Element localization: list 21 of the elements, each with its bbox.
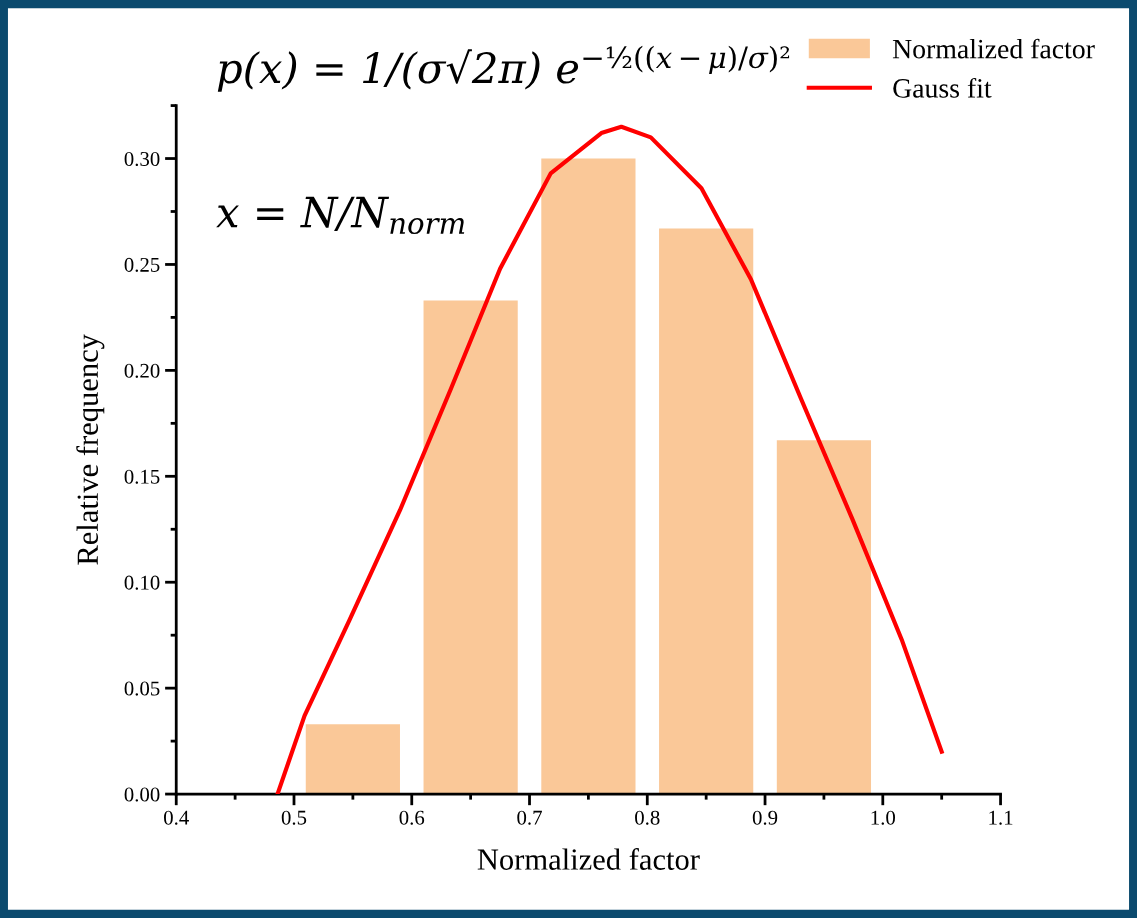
legend-label: Normalized factor bbox=[892, 38, 1095, 59]
y-tick-label: 0.25 bbox=[124, 257, 160, 272]
y-axis-title: Relative frequency bbox=[76, 334, 105, 565]
y-tick-label: 0.20 bbox=[124, 363, 160, 378]
x-tick-label: 0.8 bbox=[635, 810, 660, 825]
x-tick-label: 0.4 bbox=[164, 810, 189, 825]
y-tick-label: 0.05 bbox=[124, 681, 160, 696]
y-tick-label: 0.10 bbox=[124, 575, 160, 590]
x-tick-label: 0.5 bbox=[281, 810, 307, 825]
text: p(x) = 1/(σ√2π) e$^{−½((x−μ)/σ)²}$ bbox=[217, 45, 790, 92]
x-tick-label: 1.1 bbox=[989, 810, 1013, 825]
x-tick-label: 0.7 bbox=[517, 810, 542, 825]
y-tick-label: 0.30 bbox=[124, 151, 160, 167]
x-tick-label: 0.6 bbox=[399, 810, 425, 825]
y-tick-label: 0.00 bbox=[124, 787, 160, 802]
y-tick-label: 0.15 bbox=[124, 469, 160, 484]
x-tick-label: 1.0 bbox=[871, 810, 896, 825]
legend-label: Gauss fit bbox=[893, 77, 992, 98]
x-axis-title: Normalized factor bbox=[477, 848, 700, 870]
x-tick-label: 0.9 bbox=[752, 810, 778, 825]
annotation: x = N/N$_{norm}$ bbox=[216, 196, 465, 235]
